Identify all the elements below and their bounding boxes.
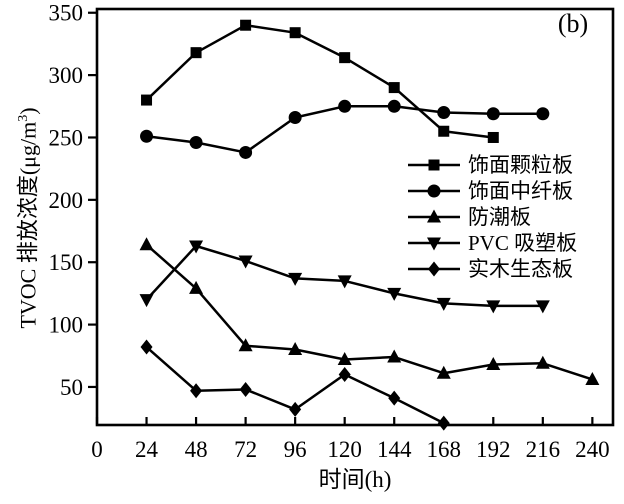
series-line — [145, 243, 593, 381]
triangle-down-marker — [189, 240, 204, 254]
y-axis-title: TVOC 排放浓度(μg/m3) — [9, 52, 41, 384]
triangle-up-marker — [387, 349, 402, 363]
x-tick-label: 24 — [135, 437, 159, 462]
series-line — [145, 23, 494, 139]
triangle-down-marker — [139, 294, 154, 308]
circle-marker — [536, 107, 550, 121]
triangle-down-marker — [337, 275, 352, 289]
square-marker — [388, 82, 400, 94]
square-marker — [289, 27, 301, 39]
circle-marker — [189, 135, 203, 149]
y-tick-label: 350 — [49, 1, 84, 26]
x-tick-label: 240 — [575, 437, 610, 462]
triangle-down-marker — [535, 300, 550, 314]
x-tick-label: 120 — [327, 437, 362, 462]
circle-marker — [427, 184, 441, 198]
circle-marker — [338, 99, 352, 113]
plot-frame — [95, 7, 615, 427]
triangle-up-marker — [189, 280, 204, 294]
circle-marker — [486, 107, 500, 121]
triangle-up-marker — [535, 355, 550, 369]
y-axis-title-text: TVOC 排放浓度(μg/m — [15, 121, 41, 329]
x-tick-label: 216 — [526, 437, 561, 462]
triangle-up-marker — [238, 338, 253, 352]
circle-marker — [387, 99, 401, 113]
square-marker — [190, 47, 202, 59]
circle-marker — [437, 106, 451, 120]
series-diamond — [140, 339, 450, 431]
square-marker — [438, 125, 450, 137]
legend-item: 饰面中纤板 — [408, 179, 573, 203]
x-tick-label: 192 — [476, 437, 511, 462]
diamond-marker — [428, 261, 440, 277]
x-tick-label: 96 — [284, 437, 307, 462]
triangle-down-marker — [427, 237, 441, 251]
triangle-up-marker — [427, 209, 441, 223]
y-tick-label: 200 — [49, 188, 84, 213]
triangle-down-marker — [486, 300, 501, 314]
series-triangle-down — [139, 240, 550, 314]
triangle-up-marker — [436, 365, 451, 379]
x-axis-title: 时间(h) — [318, 467, 392, 492]
legend-item: 实木生态板 — [408, 257, 573, 281]
legend-label: PVC 吸塑板 — [468, 231, 577, 255]
circle-marker — [239, 145, 253, 159]
legend-label: 饰面颗粒板 — [468, 153, 573, 177]
x-tick-label: 48 — [185, 437, 208, 462]
x-tick-label: 144 — [377, 437, 412, 462]
series-triangle-up — [139, 237, 600, 385]
series-circle — [140, 99, 550, 159]
triangle-up-marker — [585, 371, 600, 385]
y-tick-label: 300 — [49, 63, 84, 88]
x-tick-label: 72 — [234, 437, 257, 462]
legend-item: PVC 吸塑板 — [408, 231, 577, 255]
triangle-down-marker — [238, 255, 253, 269]
y-tick-label: 50 — [60, 375, 83, 400]
y-tick-label: 250 — [49, 125, 84, 150]
diamond-marker — [190, 383, 203, 399]
triangle-down-marker — [288, 272, 303, 286]
triangle-up-marker — [486, 357, 501, 371]
circle-marker — [140, 129, 154, 143]
legend-label: 饰面中纤板 — [468, 179, 573, 203]
triangle-up-marker — [337, 352, 352, 366]
y-tick-label: 100 — [49, 313, 84, 338]
diamond-marker — [437, 415, 450, 431]
square-marker — [339, 52, 351, 64]
diamond-marker — [239, 381, 252, 397]
circle-marker — [288, 111, 302, 125]
square-marker — [240, 19, 252, 31]
y-axis-title-suffix: ) — [15, 107, 41, 115]
triangle-down-marker — [436, 297, 451, 311]
x-tick-label: 168 — [427, 437, 462, 462]
figure-label: (b) — [557, 9, 589, 38]
diamond-marker — [289, 401, 302, 417]
diamond-marker — [338, 366, 351, 382]
series-square — [141, 19, 499, 143]
x-tick-label: 0 — [91, 437, 103, 462]
square-marker — [428, 159, 440, 171]
y-axis-title-superscript: 3 — [16, 114, 31, 122]
square-marker — [141, 94, 153, 106]
triangle-down-marker — [387, 287, 402, 301]
legend-label: 防潮板 — [468, 205, 531, 229]
legend-label: 实木生态板 — [468, 257, 573, 281]
diamond-marker — [388, 390, 401, 406]
diamond-marker — [140, 339, 153, 355]
series-line — [146, 105, 543, 154]
y-tick-label: 150 — [49, 250, 84, 275]
legend-item: 饰面颗粒板 — [408, 153, 573, 177]
triangle-up-marker — [139, 237, 154, 251]
legend-item: 防潮板 — [408, 205, 531, 229]
triangle-up-marker — [288, 342, 303, 356]
square-marker — [487, 131, 499, 143]
